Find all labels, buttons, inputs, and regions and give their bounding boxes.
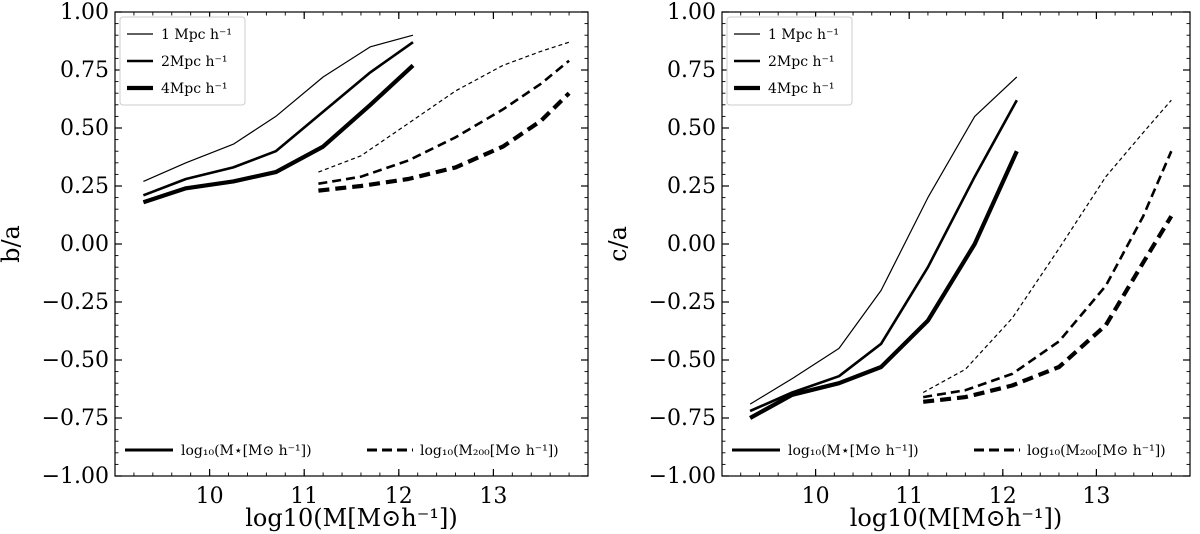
legend-label-1mpc: 1 Mpc h⁻¹: [768, 27, 839, 43]
y-axis-title-left: b/a: [0, 225, 25, 263]
y-tick-label: 0.00: [60, 232, 109, 257]
legend-label-4mpc: 4Mpc h⁻¹: [768, 81, 835, 97]
series-line-stellar-2-mpc: [142, 41, 414, 197]
series-line-stellar-4-mpc: [749, 150, 1019, 420]
y-tick-label: −0.25: [649, 290, 716, 315]
legend-label-2mpc: 2Mpc h⁻¹: [768, 54, 835, 70]
y-tick-label: −0.50: [42, 348, 109, 373]
series-line-halo-1-mpc: [318, 41, 570, 173]
series-line-stellar-1-mpc: [143, 34, 414, 182]
series-line-stellar-2-mpc: [749, 99, 1018, 413]
legend-box-right: [726, 16, 853, 106]
legend-label-halo: log₁₀(M₂₀₀[M⊙ h⁻¹]): [1027, 443, 1166, 459]
y-tick-label: 1.00: [667, 0, 716, 25]
x-tick-label: 10: [802, 484, 830, 509]
panel-right: −1.00 −0.75 −0.50 −0.25 0.00 0.25 0.50 0.75 1.00…: [604, 0, 1191, 532]
legend-label-stellar: log₁₀(M⋆[M⊙ h⁻¹]): [788, 443, 919, 459]
x-tick-label: 11: [895, 484, 923, 509]
x-tick-label: 12: [385, 484, 413, 509]
series-line-stellar-4-mpc: [142, 63, 415, 205]
series-line-halo-4-mpc: [922, 215, 1174, 404]
series-line-halo-1-mpc: [922, 99, 1172, 394]
legend-box-left: [119, 16, 246, 106]
legend-scale-left: 1 Mpc h⁻¹ 2Mpc h⁻¹ 4Mpc h⁻¹: [119, 16, 246, 106]
y-tick-label: 0.25: [60, 174, 109, 199]
legend-mass-left: log₁₀(M⋆[M⊙ h⁻¹]) log₁₀(M₂₀₀[M⊙ h⁻¹]): [125, 443, 559, 459]
series-line-halo-2-mpc: [922, 150, 1173, 399]
x-tick-label: 10: [196, 484, 224, 509]
series-line-halo-4-mpc: [318, 91, 571, 193]
x-axis-title-right: log10(M[M⊙h⁻¹]): [850, 504, 1062, 532]
y-tick-label: −1.00: [649, 464, 716, 489]
x-tick-label: 12: [989, 484, 1017, 509]
x-tick-label: 13: [1082, 484, 1110, 509]
legend-mass-right: log₁₀(M⋆[M⊙ h⁻¹]) log₁₀(M₂₀₀[M⊙ h⁻¹]): [732, 443, 1166, 459]
axis-ticks-right: −1.00 −0.75 −0.50 −0.25 0.00 0.25 0.50 0.75 1.00…: [649, 0, 1191, 509]
legend-label-2mpc: 2Mpc h⁻¹: [161, 54, 228, 70]
y-tick-label: −0.75: [649, 406, 716, 431]
y-tick-label: −0.50: [649, 348, 716, 373]
y-tick-label: 0.75: [667, 58, 716, 83]
y-tick-label: 1.00: [60, 0, 109, 25]
y-tick-label: −0.25: [42, 290, 109, 315]
x-tick-label: 13: [479, 484, 507, 509]
axis-ticks-left: −1.00 −0.75 −0.50 −0.25 0.00 0.25 0.50 0.75 1.00…: [42, 0, 589, 509]
y-tick-label: 0.50: [667, 116, 716, 141]
legend-scale-right: 1 Mpc h⁻¹ 2Mpc h⁻¹ 4Mpc h⁻¹: [726, 16, 853, 106]
panel-left: −1.00 −0.75 −0.50 −0.25 0.00 0.25 0.50 0.75 1.00…: [0, 0, 589, 532]
legend-label-halo: log₁₀(M₂₀₀[M⊙ h⁻¹]): [420, 443, 559, 459]
y-axis-title-right: c/a: [604, 226, 632, 262]
series-right: [749, 76, 1174, 420]
y-tick-label: 0.00: [667, 232, 716, 257]
legend-label-4mpc: 4Mpc h⁻¹: [161, 81, 228, 97]
y-tick-label: 0.25: [667, 174, 716, 199]
series-line-stellar-1-mpc: [749, 76, 1018, 405]
legend-label-1mpc: 1 Mpc h⁻¹: [161, 27, 232, 43]
legend-label-stellar: log₁₀(M⋆[M⊙ h⁻¹]): [181, 443, 312, 459]
series-line-halo-2-mpc: [318, 59, 570, 185]
x-tick-label: 11: [290, 484, 318, 509]
y-tick-label: 0.75: [60, 58, 109, 83]
y-tick-label: −1.00: [42, 464, 109, 489]
y-tick-label: −0.75: [42, 406, 109, 431]
x-axis-title-left: log10(M[M⊙h⁻¹]): [245, 504, 457, 532]
series-left: [142, 34, 571, 205]
y-tick-label: 0.50: [60, 116, 109, 141]
